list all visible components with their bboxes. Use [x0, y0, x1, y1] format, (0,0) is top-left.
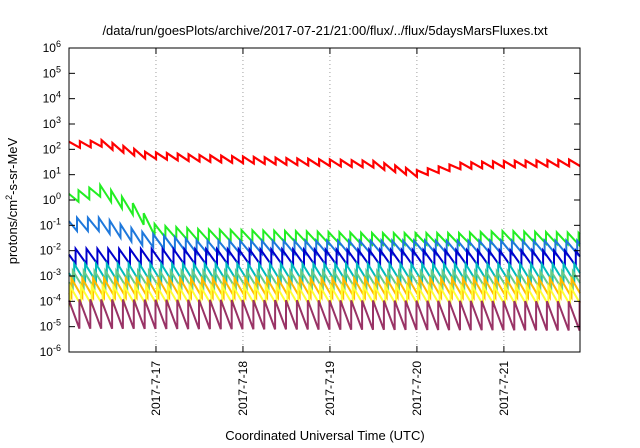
series-group — [68, 137, 581, 331]
y-tick-base: 10 — [40, 345, 54, 359]
x-tick-label: 2017-7-21 — [497, 361, 511, 416]
y-axis-label-sup: 2 — [4, 195, 14, 200]
y-tick-exp: -2 — [53, 242, 61, 252]
y-tick-base: 10 — [40, 244, 54, 258]
y-tick-exp: -4 — [53, 292, 61, 302]
y-tick-label: 105 — [43, 64, 61, 80]
y-tick-label: 106 — [43, 39, 61, 55]
y-tick-label: 103 — [43, 115, 61, 131]
y-tick-base: 10 — [40, 218, 54, 232]
y-tick-base: 10 — [40, 320, 54, 334]
x-tick-label: 2017-7-18 — [236, 361, 250, 416]
y-tick-exp: 2 — [56, 140, 61, 150]
y-tick-label: 101 — [43, 166, 61, 182]
grid-lines — [155, 48, 505, 352]
y-tick-exp: 4 — [56, 90, 61, 100]
plot-frame — [68, 47, 581, 353]
y-tick-label: 10-5 — [40, 318, 61, 334]
y-axis-label-post: -s-sr-MeV — [5, 137, 20, 194]
y-tick-base: 10 — [43, 92, 57, 106]
x-tick-label: 2017-7-20 — [410, 361, 424, 416]
series-line-8 — [68, 282, 581, 309]
y-tick-base: 10 — [40, 294, 54, 308]
series-line-4 — [68, 245, 581, 270]
y-axis-label-pre: protons/cm — [5, 200, 20, 264]
x-tick-label: 2017-7-19 — [323, 361, 337, 416]
y-tick-label: 102 — [43, 140, 61, 156]
y-tick-exp: 6 — [56, 39, 61, 49]
x-axis-label: Coordinated Universal Time (UTC) — [225, 428, 424, 443]
y-tick-exp: -1 — [53, 216, 61, 226]
y-tick-label: 104 — [43, 90, 61, 106]
y-tick-exp: 0 — [56, 191, 61, 201]
y-tick-label: 10-1 — [40, 216, 61, 232]
y-tick-base: 10 — [43, 142, 57, 156]
y-tick-exp: 3 — [56, 115, 61, 125]
y-tick-label: 10-6 — [40, 343, 61, 359]
y-tick-label: 100 — [43, 191, 61, 207]
chart-title: /data/run/goesPlots/archive/2017-07-21/2… — [102, 23, 548, 38]
y-tick-base: 10 — [43, 41, 57, 55]
series-line-2 — [68, 181, 581, 248]
y-tick-label: 10-4 — [40, 292, 61, 308]
y-tick-base: 10 — [40, 269, 54, 283]
y-tick-exp: -6 — [53, 343, 61, 353]
y-tick-label: 10-3 — [40, 267, 61, 283]
x-tick-label: 2017-7-17 — [149, 361, 163, 416]
y-tick-exp: -5 — [53, 318, 61, 328]
y-tick-label: 10-2 — [40, 242, 61, 258]
y-axis-label: protons/cm2-s-sr-MeV — [4, 137, 20, 264]
y-tick-base: 10 — [43, 117, 57, 131]
y-tick-exp: 5 — [56, 64, 61, 74]
y-tick-base: 10 — [43, 66, 57, 80]
y-tick-base: 10 — [43, 193, 57, 207]
axis-ticks: 10-610-510-410-310-210-11001011021031041… — [40, 39, 580, 416]
y-tick-exp: 1 — [56, 166, 61, 176]
series-line-9 — [68, 299, 581, 331]
series-line-1 — [68, 137, 581, 180]
y-tick-exp: -3 — [53, 267, 61, 277]
y-tick-base: 10 — [43, 168, 57, 182]
